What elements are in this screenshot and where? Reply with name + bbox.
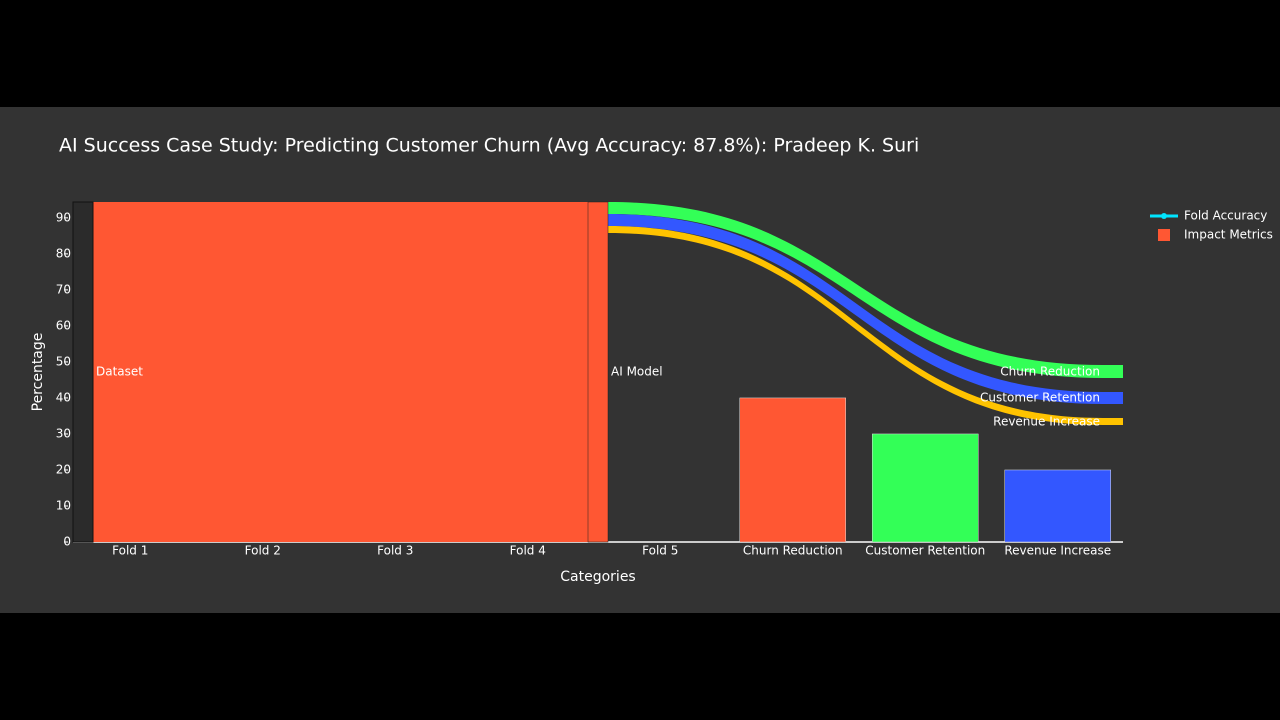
x-tick-label: Fold 1 bbox=[112, 544, 148, 558]
sankey-label: Revenue Increase bbox=[993, 415, 1100, 429]
x-tick-label: Fold 4 bbox=[510, 544, 546, 558]
y-tick-label: 70 bbox=[56, 282, 71, 296]
y-tick-label: 10 bbox=[56, 498, 71, 512]
sankey-label: Churn Reduction bbox=[1000, 365, 1100, 379]
sankey-node bbox=[1103, 365, 1123, 378]
sankey-link bbox=[608, 226, 1103, 425]
x-tick-label: Revenue Increase bbox=[1004, 544, 1111, 558]
y-tick-label: 60 bbox=[56, 318, 71, 332]
x-tick-label: Fold 5 bbox=[642, 544, 678, 558]
sankey-link bbox=[93, 202, 588, 542]
legend-swatch bbox=[1161, 213, 1167, 219]
x-axis-title: Categories bbox=[560, 569, 635, 585]
sankey-node bbox=[1103, 418, 1123, 425]
y-tick-label: 40 bbox=[56, 390, 71, 404]
sankey-node bbox=[1103, 392, 1123, 404]
sankey-label: AI Model bbox=[611, 365, 663, 379]
y-tick-label: 50 bbox=[56, 354, 71, 368]
y-tick-label: 80 bbox=[56, 246, 71, 260]
x-tick-label: Fold 3 bbox=[377, 544, 413, 558]
sankey-link bbox=[608, 202, 1103, 378]
y-tick-label: 20 bbox=[56, 462, 71, 476]
y-tick-label: 30 bbox=[56, 426, 71, 440]
sankey-link bbox=[608, 214, 1103, 404]
sankey-node bbox=[587, 201, 609, 543]
bar bbox=[1004, 469, 1111, 543]
x-tick-label: Customer Retention bbox=[865, 544, 985, 558]
sankey-label: Dataset bbox=[96, 365, 143, 379]
sankey-label: Customer Retention bbox=[980, 391, 1100, 405]
bar bbox=[872, 433, 979, 543]
legend-label: Impact Metrics bbox=[1184, 228, 1273, 242]
chart-title: AI Success Case Study: Predicting Custom… bbox=[59, 135, 919, 157]
bar bbox=[739, 397, 846, 543]
x-tick-label: Churn Reduction bbox=[743, 544, 843, 558]
x-tick-label: Fold 2 bbox=[245, 544, 281, 558]
y-axis-title: Percentage bbox=[30, 333, 46, 412]
sankey-node bbox=[72, 201, 94, 543]
legend-swatch bbox=[1158, 229, 1170, 241]
legend-label: Fold Accuracy bbox=[1184, 209, 1267, 223]
y-tick-label: 90 bbox=[56, 210, 71, 224]
